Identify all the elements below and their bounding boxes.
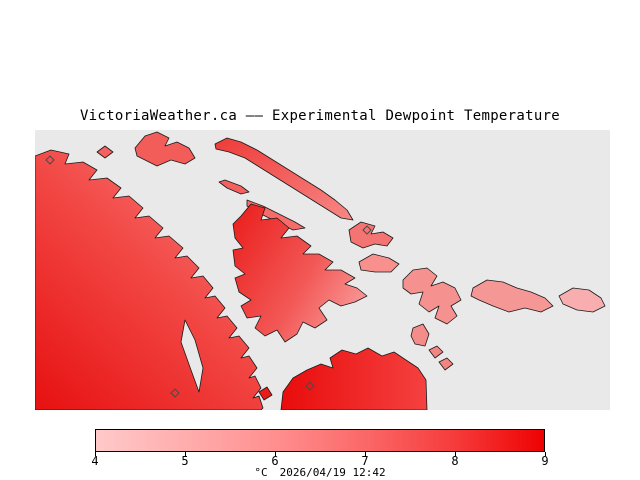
unit-label: °C <box>254 466 268 479</box>
islet-small-2 <box>438 357 454 371</box>
island-mid-2 <box>358 253 400 273</box>
islet-thin-strip <box>218 179 250 195</box>
water-inlet <box>180 319 204 393</box>
map-canvas <box>35 130 610 410</box>
colorbar-tick-label: 4 <box>91 454 99 468</box>
island-mid-1 <box>348 221 394 249</box>
island-long-strip <box>214 137 354 221</box>
station-marker-icon <box>45 155 55 165</box>
map-svg <box>35 130 610 410</box>
colorbar-tick-label: 5 <box>181 454 189 468</box>
timestamp: 2026/04/19 12:42 <box>279 466 386 479</box>
colorbar-tick-label: 9 <box>541 454 549 468</box>
colorbar-gradient <box>95 429 545 452</box>
landmass-vancouver-island <box>35 149 264 410</box>
islet-top-left <box>96 145 114 159</box>
island-top-left <box>134 131 196 167</box>
station-marker-icon <box>170 388 180 398</box>
station-marker-icon <box>362 225 372 235</box>
colorbar-tickmark <box>365 452 366 456</box>
station-marker-icon <box>305 381 315 391</box>
islet-east-south <box>410 323 430 347</box>
colorbar-tick-label: 7 <box>361 454 369 468</box>
colorbar-tickmark <box>185 452 186 456</box>
island-east-2 <box>470 279 554 313</box>
colorbar-tick-label: 6 <box>271 454 279 468</box>
colorbar-tickmark <box>95 452 96 456</box>
colorbar-tickmark <box>545 452 546 456</box>
landmass-bottom <box>280 347 428 410</box>
colorbar-tickmark <box>455 452 456 456</box>
island-east-3 <box>558 287 606 313</box>
island-central <box>232 203 368 343</box>
island-east-1 <box>402 267 462 325</box>
timestamp-line: °C 2026/04/19 12:42 <box>0 466 640 479</box>
islet-channel <box>258 386 273 401</box>
colorbar-tick-label: 8 <box>451 454 459 468</box>
page-title: VictoriaWeather.ca —— Experimental Dewpo… <box>79 108 561 124</box>
colorbar-tickmark <box>275 452 276 456</box>
islet-small-1 <box>428 345 444 359</box>
